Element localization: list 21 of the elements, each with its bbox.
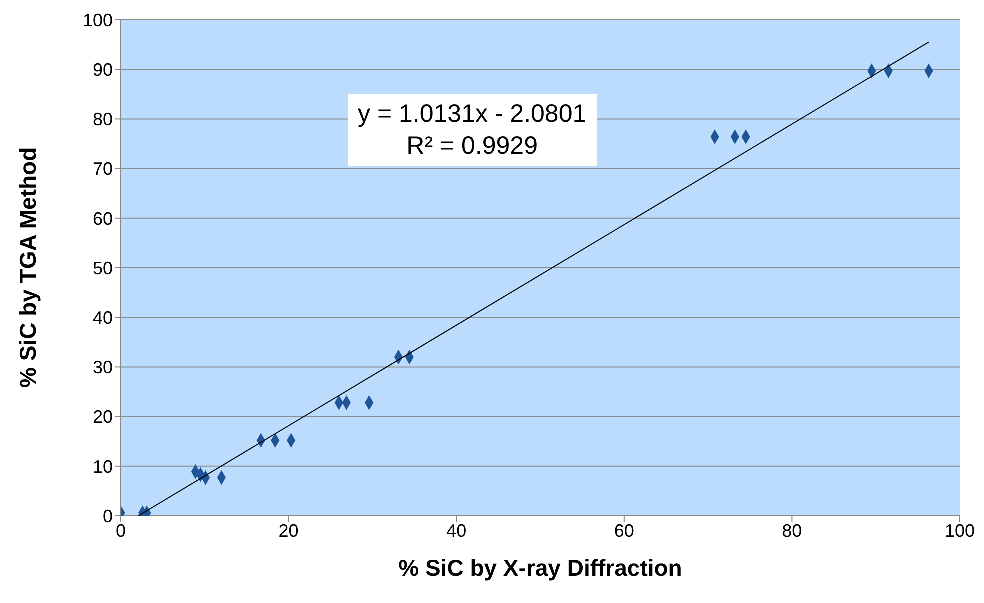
x-tick-label: 20 <box>278 520 299 541</box>
annotation: y = 1.0131x - 2.0801 <box>358 99 587 130</box>
y-axis-title: % SiC by TGA Method <box>15 147 42 388</box>
x-axis-title: % SiC by X-ray Diffraction <box>398 555 682 581</box>
y-tick-label: 40 <box>92 308 113 328</box>
x-tick-label: 60 <box>614 520 634 541</box>
y-tick-label: 30 <box>92 358 113 378</box>
y-tick-label: 0 <box>102 506 113 526</box>
y-tick-label: 80 <box>92 110 113 130</box>
y-tick-label: 10 <box>92 456 113 477</box>
x-tick-label: 100 <box>944 520 976 541</box>
x-tick-label: 0 <box>116 520 126 541</box>
x-tick-label: 40 <box>446 520 467 541</box>
x-tick-label: 80 <box>782 520 802 541</box>
y-tick-label: 20 <box>92 407 113 428</box>
y-tick-label: 70 <box>92 159 113 180</box>
y-tick-label: 100 <box>82 10 113 30</box>
annotation: R² = 0.9929 <box>406 131 539 162</box>
y-tick-label: 50 <box>92 258 113 278</box>
y-tick-label: 60 <box>92 208 113 229</box>
y-tick-label: 90 <box>92 60 113 80</box>
